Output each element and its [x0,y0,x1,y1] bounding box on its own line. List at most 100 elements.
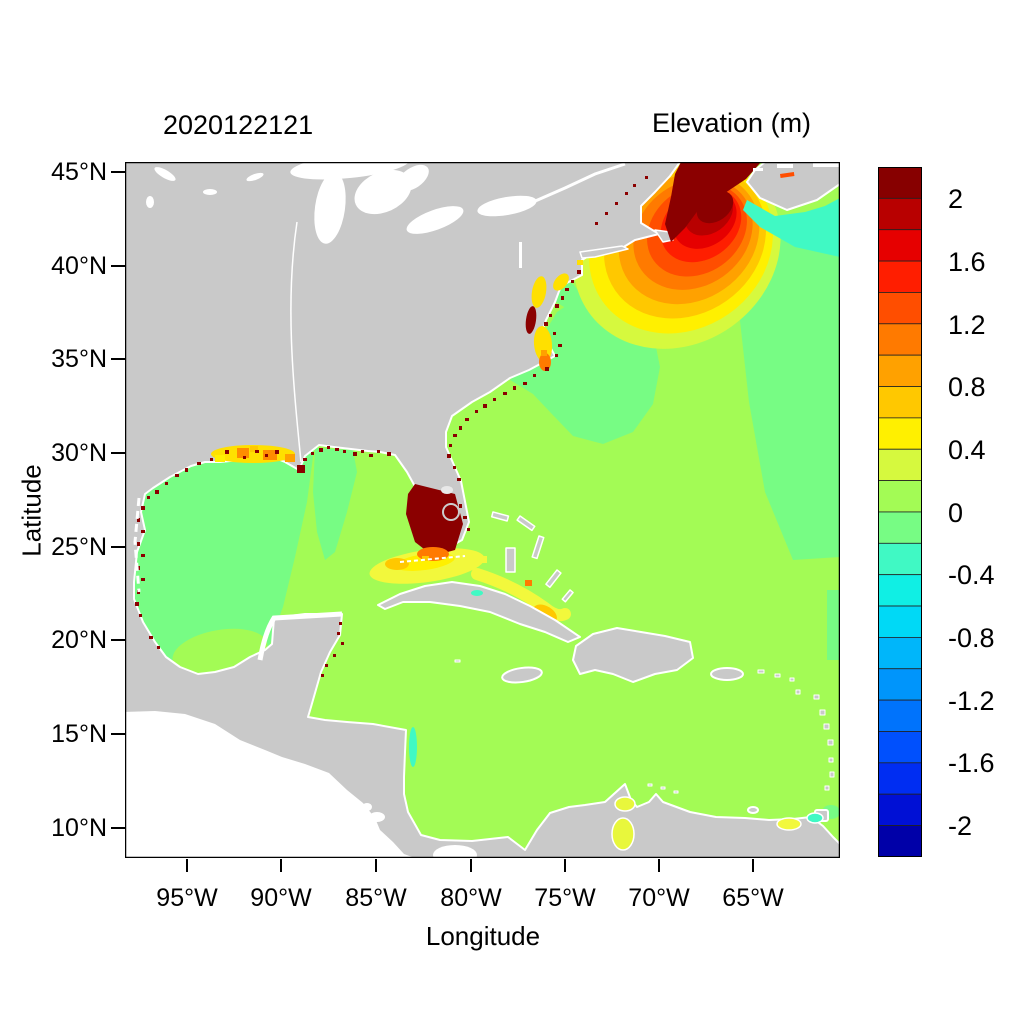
lake-ontario [477,195,537,217]
y-axis-tick [111,265,125,267]
x-tick-label: 95°W [156,884,218,912]
lake-champlain [519,242,522,268]
x-axis-title: Longitude [425,921,541,951]
margarita [747,806,759,814]
lake-michigan [314,172,346,244]
plot-border [125,162,840,858]
florida-keys [399,555,466,563]
colorbar-segment [878,386,922,419]
x-tick-label: 75°W [534,884,596,912]
y-axis-tick [111,171,125,173]
colorbar-label: 1.6 [948,247,986,277]
colorbar-label: 1.2 [948,310,986,340]
lake-okeechobee [442,503,460,521]
nova-scotia [746,162,840,211]
chesapeake-carolina-flood [525,260,583,371]
bay-of-fundy-flood [665,162,761,242]
lesser-antilles [454,659,835,794]
colorbar-segment [878,605,922,638]
colorbar-label: -0.8 [948,623,995,653]
y-axis-title: Latitude [16,464,47,557]
colorbar-segment [878,167,922,199]
colorbar-segment [878,511,922,544]
venezuela-flood [611,796,824,851]
colorbar-segment [878,448,922,481]
yucatan-white-fringe [257,611,343,661]
colorbar [878,167,922,857]
colorbar-segment [878,762,922,795]
colorbar-segment [878,197,922,231]
north-central-south-america [125,162,840,858]
y-axis-tick [111,358,125,360]
colorbar-segment [878,825,922,857]
colorbar-segment [878,574,922,607]
georgian-bay [397,164,429,192]
louisiana-coast-flood [211,445,295,463]
x-tick-label: 65°W [722,884,784,912]
y-axis-tick [111,733,125,735]
lake-nicaragua [369,812,385,822]
cuba [377,581,581,643]
colorbar-segment [878,793,922,826]
gulf-of-panama [433,845,477,858]
colorbar-label: -0.4 [948,560,995,590]
x-axis-tick [658,859,660,872]
x-tick-label: 70°W [628,884,690,912]
puerto-rico [710,667,744,681]
coastal-flood-speckles [135,176,648,677]
colorbar-segment [878,731,922,764]
long-island [579,245,629,259]
y-tick-label: 20°N [51,626,107,654]
y-axis-tick [111,827,125,829]
x-tick-label: 85°W [345,884,407,912]
scotian-shelf-turquoise [743,198,840,257]
x-axis-tick [564,859,566,872]
hispaniola [572,627,694,683]
pacific-out-of-domain [125,711,415,858]
y-tick-label: 25°N [51,533,107,561]
y-axis-tick [111,639,125,641]
timestamp-title: 2020122121 [163,110,314,140]
map-plot-area [125,162,840,858]
mississippi-river [290,221,302,463]
colorbar-label: 0 [948,498,964,528]
south-florida-flood [399,484,466,563]
y-tick-label: 40°N [51,252,107,280]
x-axis-tick [186,859,188,872]
jamaica [501,666,543,684]
ocean-band-minus0p2-0 [125,212,840,819]
gulf-of-maine-hotspot [573,162,781,349]
colorbar-segment [878,354,922,387]
colorbar-segment [878,636,922,670]
x-axis-tick [470,859,472,872]
x-axis-tick [280,859,282,872]
colorbar-label: -2 [948,811,973,841]
ns-coast-sliver [779,172,795,178]
x-tick-label: 80°W [440,884,502,912]
colorbar-label: 0.8 [948,372,986,402]
cuba-lagoon [471,590,483,596]
y-axis-tick [111,546,125,548]
y-axis-tick [111,452,125,454]
x-axis-tick [375,859,377,872]
colorbar-segment [878,417,922,450]
colorbar-segment [878,480,922,513]
colorbar-segment [878,260,922,293]
colorbar-title: Elevation (m) [652,108,812,138]
colorbar-label: 0.4 [948,435,986,465]
y-tick-label: 10°N [51,814,107,842]
colorbar-label: -1.6 [948,748,995,778]
colorbar-segment [878,292,922,325]
x-tick-label: 90°W [250,884,312,912]
colorbar-segment [878,229,922,262]
colorbar-segment [878,542,922,576]
colorbar-segment [878,668,922,701]
y-tick-label: 30°N [51,439,107,467]
y-tick-label: 45°N [51,158,107,186]
x-axis-tick [752,859,754,872]
lake-erie [406,206,464,234]
land-mass [125,162,840,858]
y-tick-label: 15°N [51,720,107,748]
colorbar-label: -1.2 [948,686,995,716]
